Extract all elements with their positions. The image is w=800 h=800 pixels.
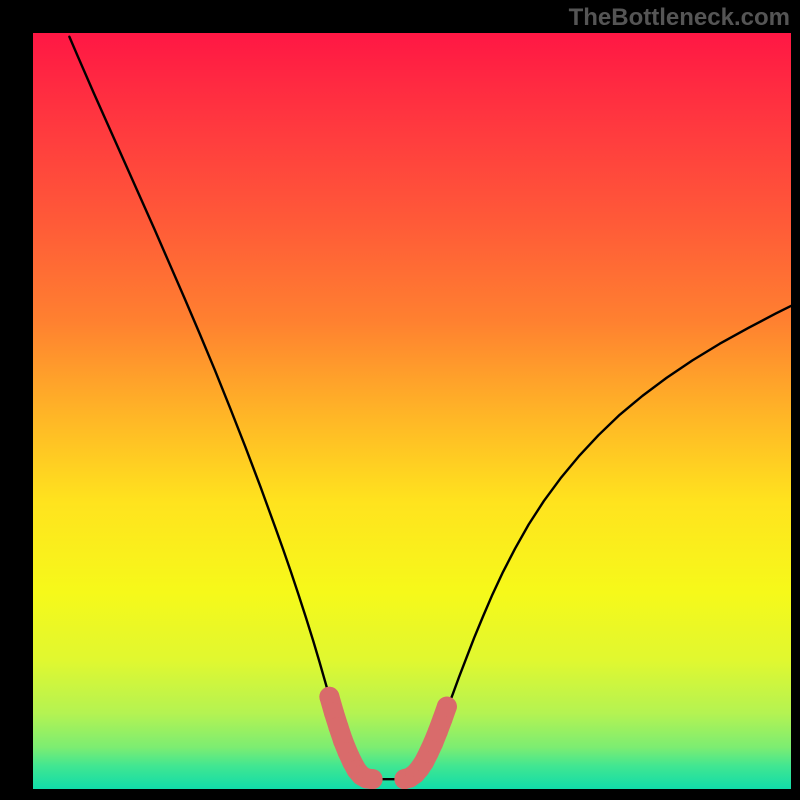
curve-layer — [0, 0, 800, 800]
marker-left-dot — [363, 769, 383, 789]
marker-right-dot — [437, 697, 457, 717]
chart-wrapper: TheBottleneck.com — [0, 0, 800, 800]
bottleneck-curve — [69, 37, 791, 779]
watermark-text: TheBottleneck.com — [569, 4, 790, 32]
